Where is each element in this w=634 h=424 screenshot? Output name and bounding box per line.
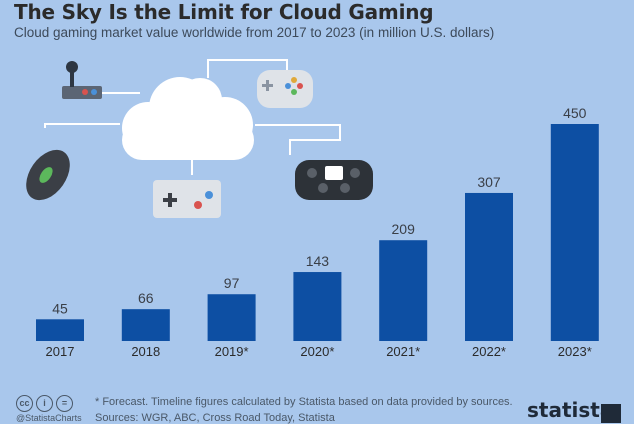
data-label-2017: 45 — [52, 300, 68, 316]
bar-2019* — [207, 294, 256, 341]
no-derivatives-icon: = — [56, 395, 73, 412]
gamepad-icon — [257, 70, 313, 108]
joystick-icon — [62, 61, 102, 99]
console-controller-icon — [295, 160, 373, 200]
mouse-icon — [26, 149, 70, 201]
data-label-2019*: 97 — [224, 275, 240, 291]
bars-group: 45 2017 66 2018 97 2019* 143 2020* 209 2021* 307 20… — [36, 105, 599, 359]
data-label-2018: 66 — [138, 290, 154, 306]
connector-lines — [44, 59, 341, 175]
bar-2021* — [379, 240, 428, 341]
chart-title: The Sky Is the Limit for Cloud Gaming — [14, 0, 434, 24]
footnote: * Forecast. Timeline figures calculated … — [95, 396, 513, 408]
x-tick-label-2017: 2017 — [46, 344, 75, 359]
bar-2023* — [550, 124, 599, 341]
bar-2018 — [121, 309, 170, 341]
statista-logo-mark — [601, 404, 621, 423]
data-label-2021*: 209 — [392, 221, 416, 237]
x-tick-label-2023*: 2023* — [558, 344, 592, 359]
data-label-2023*: 450 — [563, 105, 587, 121]
retro-controller-icon — [153, 180, 221, 218]
x-tick-label-2022*: 2022* — [472, 344, 506, 359]
social-handle: @StatistaCharts — [16, 413, 82, 423]
license-icons: cc i = — [16, 395, 73, 412]
sources-note: Sources: WGR, ABC, Cross Road Today, Sta… — [95, 412, 335, 424]
x-tick-label-2020*: 2020* — [300, 344, 334, 359]
statista-logo: statista — [527, 398, 614, 422]
attribution-icon: i — [36, 395, 53, 412]
cloud-icon — [122, 77, 254, 160]
bar-2017 — [36, 319, 84, 341]
cc-icon: cc — [16, 395, 33, 412]
bar-2022* — [465, 192, 513, 341]
data-label-2022*: 307 — [477, 174, 501, 190]
bar-2020* — [293, 272, 342, 341]
chart-subtitle: Cloud gaming market value worldwide from… — [14, 25, 495, 40]
x-tick-label-2018: 2018 — [131, 344, 160, 359]
x-tick-label-2019*: 2019* — [215, 344, 249, 359]
x-tick-label-2021*: 2021* — [386, 344, 420, 359]
data-label-2020*: 143 — [306, 253, 330, 269]
